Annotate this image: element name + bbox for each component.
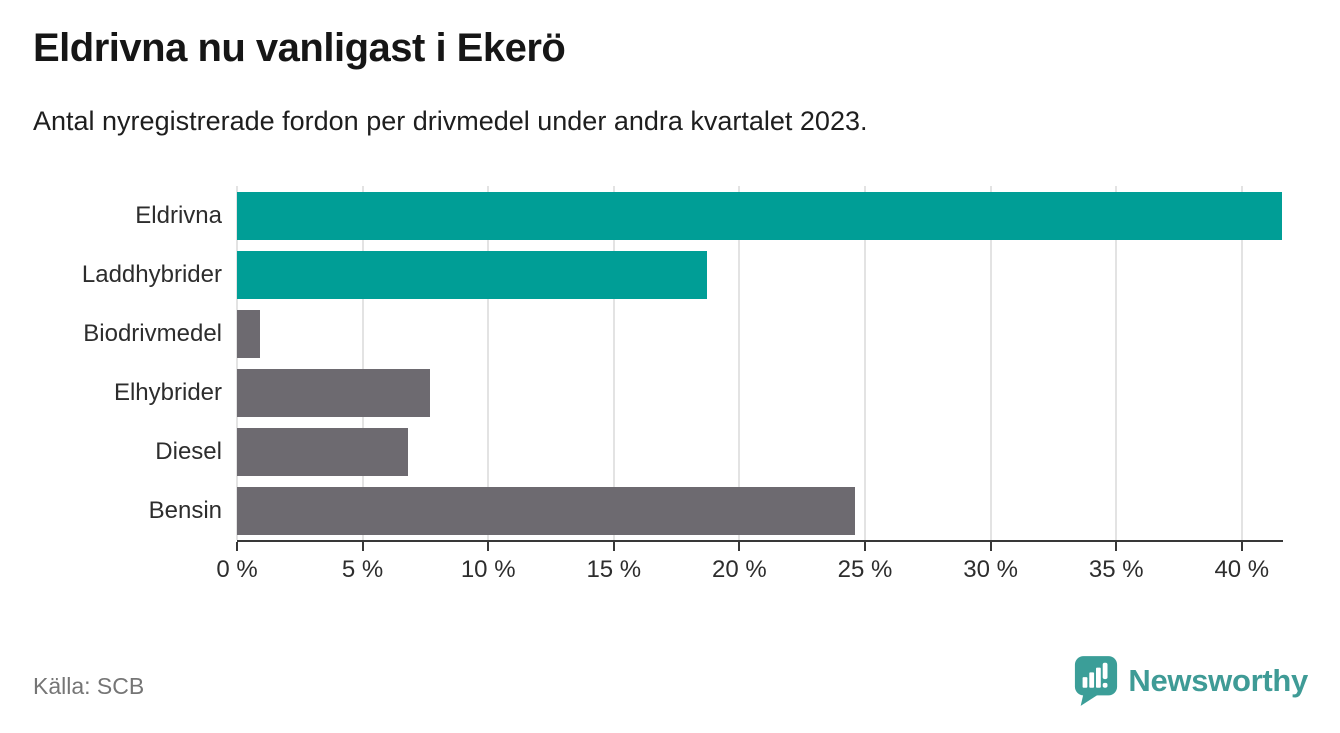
tick-0 xyxy=(236,542,238,551)
bar-biodrivmedel xyxy=(237,310,260,358)
category-label-elhybrider: Elhybrider xyxy=(113,379,222,406)
bar-bensin xyxy=(237,487,855,535)
tick-label-0: 0 % xyxy=(216,556,258,583)
gridline-5 xyxy=(361,186,364,540)
gridline-25 xyxy=(864,186,866,540)
tick-label-30: 30 % xyxy=(963,556,1018,583)
tick-5 xyxy=(361,542,364,551)
bar-elhybrider xyxy=(237,369,431,417)
gridline-35 xyxy=(1115,186,1118,540)
category-label-diesel: Diesel xyxy=(155,438,222,465)
tick-25 xyxy=(864,542,866,551)
tick-40 xyxy=(1240,542,1243,551)
gridline-10 xyxy=(487,186,490,540)
speech-bubble-bar-chart-icon xyxy=(1075,656,1118,706)
gridline-20 xyxy=(738,186,741,540)
x-axis-line xyxy=(237,540,1283,542)
gridline-40 xyxy=(1240,186,1243,540)
tick-label-10: 10 % xyxy=(460,556,516,583)
newsworthy-logo: Newsworthy xyxy=(1073,655,1308,707)
plot-area xyxy=(236,186,1282,540)
tick-15 xyxy=(612,542,615,551)
gridline-0 xyxy=(236,186,238,540)
bar-eldrivna xyxy=(237,192,1282,240)
tick-label-15: 15 % xyxy=(586,556,642,583)
tick-35 xyxy=(1115,542,1118,551)
gridline-30 xyxy=(989,186,992,540)
tick-label-20: 20 % xyxy=(712,556,767,583)
tick-label-5: 5 % xyxy=(341,556,384,583)
tick-label-25: 25 % xyxy=(837,556,893,583)
tick-30 xyxy=(989,542,992,551)
category-label-bensin: Bensin xyxy=(148,497,222,524)
category-label-eldrivna: Eldrivna xyxy=(135,202,222,229)
tick-10 xyxy=(487,542,490,551)
tick-label-35: 35 % xyxy=(1088,556,1144,583)
category-label-biodrivmedel: Biodrivmedel xyxy=(83,320,222,347)
gridline-15 xyxy=(612,186,615,540)
chart-title: Eldrivna nu vanligast i Ekerö xyxy=(33,26,566,70)
bar-laddhybrider xyxy=(237,251,707,299)
category-label-laddhybrider: Laddhybrider xyxy=(81,261,222,288)
bar-diesel xyxy=(237,428,408,476)
chart-subtitle: Antal nyregistrerade fordon per drivmede… xyxy=(33,106,868,136)
tick-20 xyxy=(738,542,741,551)
tick-label-40: 40 % xyxy=(1214,556,1270,583)
brand-name: Newsworthy xyxy=(1128,663,1308,698)
source-note: Källa: SCB xyxy=(33,673,145,699)
